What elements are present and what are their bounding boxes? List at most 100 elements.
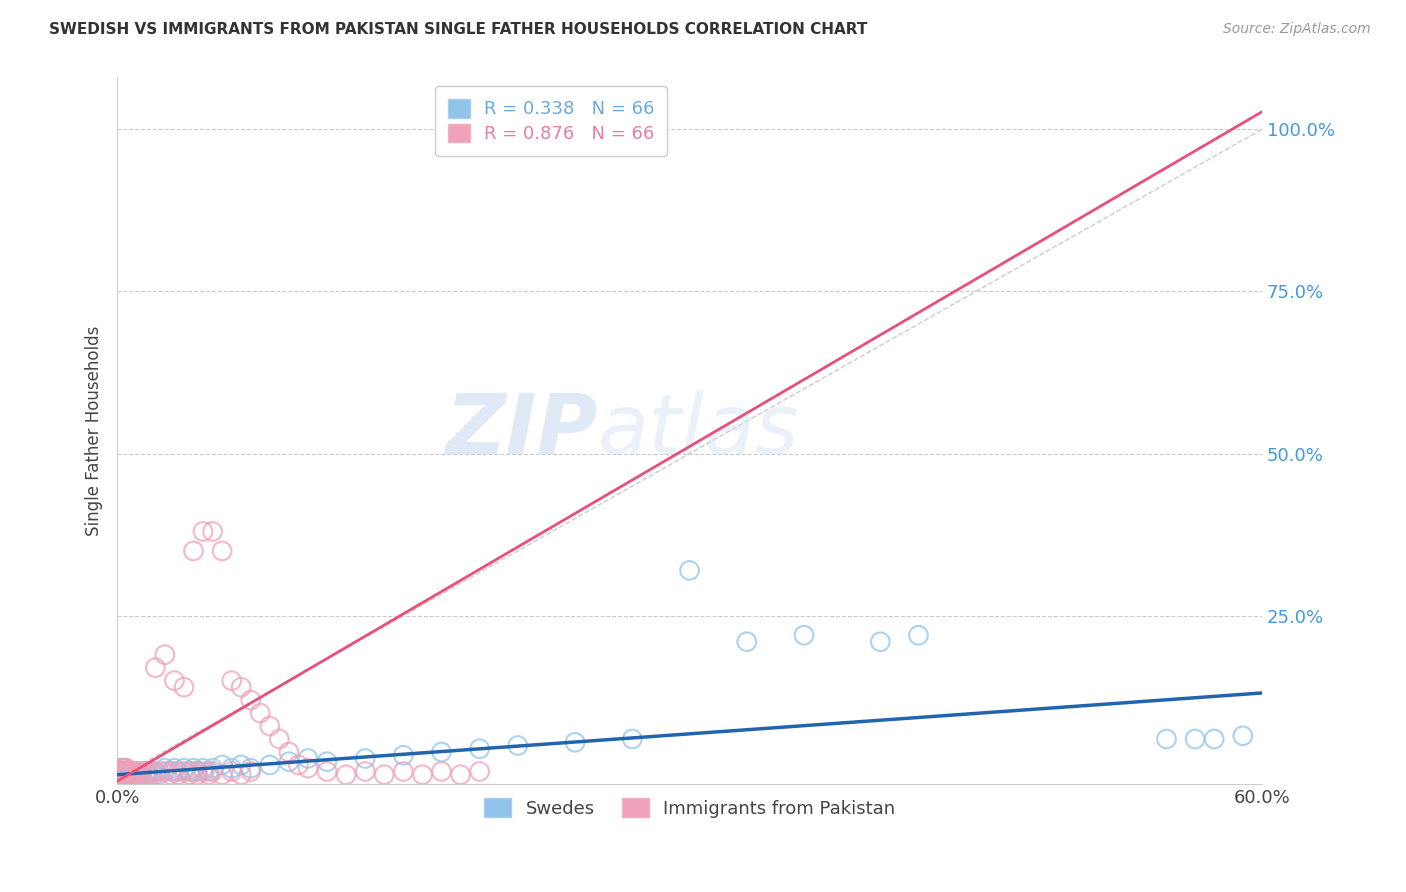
Point: [121, 767, 143, 781]
Point: [269, 732, 291, 747]
Point: [211, 544, 233, 558]
Point: [143, 764, 166, 779]
Point: [115, 764, 138, 779]
Point: [1156, 732, 1178, 747]
Point: [354, 751, 377, 765]
Point: [186, 764, 208, 779]
Point: [793, 628, 815, 642]
Text: SWEDISH VS IMMIGRANTS FROM PAKISTAN SINGLE FATHER HOUSEHOLDS CORRELATION CHART: SWEDISH VS IMMIGRANTS FROM PAKISTAN SING…: [49, 22, 868, 37]
Point: [143, 767, 166, 781]
Point: [392, 764, 415, 779]
Point: [125, 764, 148, 779]
Point: [111, 764, 134, 779]
Point: [211, 758, 233, 772]
Point: [167, 767, 190, 781]
Point: [108, 764, 131, 779]
Point: [259, 719, 281, 733]
Point: [115, 761, 138, 775]
Point: [136, 767, 159, 781]
Point: [621, 732, 644, 747]
Point: [125, 767, 148, 781]
Point: [392, 748, 415, 763]
Text: atlas: atlas: [598, 391, 800, 472]
Point: [121, 767, 143, 781]
Point: [221, 673, 243, 688]
Point: [211, 767, 233, 781]
Point: [110, 767, 132, 781]
Point: [117, 764, 139, 779]
Point: [179, 764, 201, 779]
Point: [277, 755, 299, 769]
Point: [124, 764, 146, 779]
Point: [120, 767, 142, 781]
Point: [907, 628, 929, 642]
Point: [373, 767, 395, 781]
Point: [221, 761, 243, 775]
Y-axis label: Single Father Households: Single Father Households: [86, 326, 103, 536]
Point: [125, 764, 148, 779]
Legend: Swedes, Immigrants from Pakistan: Swedes, Immigrants from Pakistan: [477, 791, 903, 825]
Point: [506, 739, 529, 753]
Point: [231, 758, 253, 772]
Point: [1204, 732, 1226, 747]
Point: [1184, 732, 1206, 747]
Point: [183, 764, 205, 779]
Point: [201, 524, 224, 539]
Point: [231, 680, 253, 694]
Point: [183, 544, 205, 558]
Point: [110, 764, 132, 779]
Point: [131, 764, 153, 779]
Point: [153, 764, 176, 779]
Point: [297, 751, 319, 765]
Point: [129, 764, 152, 779]
Point: [159, 767, 181, 781]
Point: [249, 706, 271, 720]
Point: [159, 764, 181, 779]
Point: [141, 764, 163, 779]
Point: [411, 767, 433, 781]
Point: [231, 767, 253, 781]
Point: [239, 761, 262, 775]
Point: [287, 758, 309, 772]
Point: [259, 758, 281, 772]
Point: [114, 761, 136, 775]
Point: [153, 648, 176, 662]
Point: [221, 764, 243, 779]
Point: [239, 693, 262, 707]
Point: [111, 764, 134, 779]
Point: [335, 767, 357, 781]
Point: [120, 764, 142, 779]
Point: [191, 524, 214, 539]
Point: [153, 761, 176, 775]
Point: [114, 767, 136, 781]
Point: [201, 761, 224, 775]
Point: [115, 767, 138, 781]
Point: [173, 680, 195, 694]
Point: [110, 761, 132, 775]
Point: [143, 661, 166, 675]
Point: [1232, 729, 1254, 743]
Point: [197, 767, 219, 781]
Point: [114, 764, 136, 779]
Point: [297, 761, 319, 775]
Point: [735, 634, 758, 648]
Point: [117, 767, 139, 781]
Point: [191, 761, 214, 775]
Point: [167, 764, 190, 779]
Point: [148, 767, 170, 781]
Point: [114, 767, 136, 781]
Point: [678, 563, 700, 577]
Point: [124, 767, 146, 781]
Point: [127, 767, 149, 781]
Point: [354, 764, 377, 779]
Point: [468, 741, 491, 756]
Point: [120, 764, 142, 779]
Point: [277, 745, 299, 759]
Point: [110, 761, 132, 775]
Point: [108, 767, 131, 781]
Point: [111, 767, 134, 781]
Point: [869, 634, 891, 648]
Point: [121, 764, 143, 779]
Point: [239, 764, 262, 779]
Point: [316, 755, 339, 769]
